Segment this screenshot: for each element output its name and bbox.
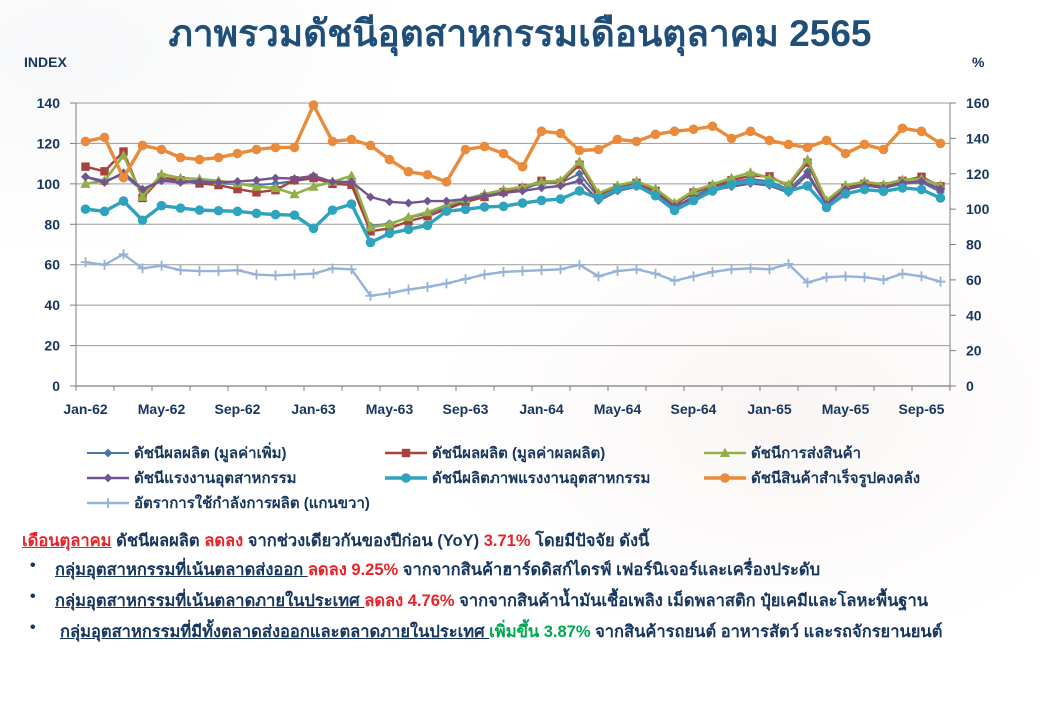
text-segment: จากสินค้ารถยนต์ อาหารสัตว์ และรถจักรยานย…: [590, 623, 943, 641]
legend-marker-orange-circle: [704, 473, 746, 483]
text-segment: ลดลง: [204, 532, 244, 550]
legend-marker-purple-diamond: [87, 473, 129, 483]
legend-marker-red-square: [385, 448, 427, 458]
svg-text:Jan-64: Jan-64: [519, 401, 564, 417]
legend-marker-green-triangle: [704, 447, 746, 458]
left-axis-title: INDEX: [24, 54, 67, 70]
svg-text:Jan-62: Jan-62: [63, 401, 108, 417]
commentary-bullet-export-market: กลุ่มอุตสาหกรรมที่เน้นตลาดส่งออก ลดลง 9.…: [55, 557, 820, 583]
text-segment: ลดลง 4.76%: [364, 592, 455, 610]
svg-text:80: 80: [966, 237, 982, 253]
bullet-dot: •: [30, 619, 36, 636]
text-segment: เพิ่มขึ้น 3.87%: [489, 623, 591, 641]
svg-text:40: 40: [44, 297, 60, 313]
text-segment: จากจากสินค้าน้ำมันเชื้อเพลิง เม็ดพลาสติก…: [454, 592, 929, 610]
svg-text:140: 140: [966, 130, 990, 146]
svg-text:Sep-62: Sep-62: [215, 401, 261, 417]
text-segment: กลุ่มอุตสาหกรรมที่มีทั้งตลาดส่งออกและตลา…: [60, 623, 490, 641]
svg-text:May-64: May-64: [594, 401, 642, 417]
svg-text:May-63: May-63: [366, 401, 414, 417]
svg-text:Jan-65: Jan-65: [747, 401, 792, 417]
legend-item: ดัชนีผลผลิต (มูลค่าเพิ่ม): [85, 441, 287, 462]
svg-text:0: 0: [52, 378, 60, 394]
svg-text:120: 120: [37, 135, 61, 151]
text-segment: จากช่วงเดียวกันของปีก่อน (YoY): [243, 532, 484, 550]
svg-text:40: 40: [966, 307, 982, 323]
svg-text:0: 0: [966, 378, 974, 394]
svg-text:May-62: May-62: [138, 401, 186, 417]
legend-label: ดัชนีผลผลิต (มูลค่าผลผลิต): [432, 445, 606, 462]
commentary-bullet-domestic-market: กลุ่มอุตสาหกรรมที่เน้นตลาดภายในประเทศ ลด…: [55, 588, 928, 614]
text-segment: จากจากสินค้าฮาร์ดดิสก์ไดรฟ์ เฟอร์นิเจอร์…: [398, 561, 821, 579]
chart-area: 0 20 40 60 80 100 120 140 0 20 40 60 80 100 120 140 160 J…: [37, 95, 990, 417]
right-axis-title: %: [972, 54, 985, 70]
page-title: ภาพรวมดัชนีอุตสาหกรรมเดือนตุลาคม 2565: [168, 13, 872, 54]
legend-label: ดัชนีสินค้าสำเร็จรูปคงคลัง: [751, 470, 921, 487]
legend-item: ดัชนีการส่งสินค้า: [702, 441, 862, 462]
text-segment: โดยมีปัจจัย ดังนี้: [530, 532, 650, 550]
legend-item: ดัชนีแรงงานอุตสาหกรรม: [85, 466, 297, 487]
svg-text:60: 60: [966, 272, 982, 288]
legend-label: ดัชนีการส่งสินค้า: [751, 445, 862, 462]
legend-marker-lightblue-plus: [87, 498, 129, 508]
text-segment: เดือนตุลาคม: [22, 532, 112, 550]
legend-item: ดัชนีสินค้าสำเร็จรูปคงคลัง: [702, 466, 921, 487]
legend-label: อัตราการใช้กำลังการผลิต (แกนขวา): [134, 495, 370, 512]
legend-marker-teal-circle: [385, 473, 427, 483]
svg-text:80: 80: [44, 216, 60, 232]
svg-text:100: 100: [966, 201, 990, 217]
series: [80, 100, 946, 187]
legend-item: ดัชนีผลิตภาพแรงงานอุตสาหกรรม: [383, 466, 651, 487]
svg-text:60: 60: [44, 257, 60, 273]
svg-text:Jan-63: Jan-63: [291, 401, 336, 417]
legend-label: ดัชนีผลผลิต (มูลค่าเพิ่ม): [134, 445, 287, 462]
svg-text:Sep-64: Sep-64: [671, 401, 717, 417]
legend-label: ดัชนีผลิตภาพแรงงานอุตสาหกรรม: [432, 470, 651, 487]
svg-text:Sep-65: Sep-65: [899, 401, 945, 417]
text-segment: ดัชนีผลผลิต: [111, 532, 205, 550]
legend-marker-blue-diamond: [87, 448, 129, 458]
svg-text:20: 20: [44, 338, 60, 354]
svg-text:100: 100: [37, 176, 61, 192]
chart-legend: ดัชนีผลผลิต (มูลค่าเพิ่ม) ดัชนีผลผลิต (ม…: [0, 0, 1040, 512]
text-segment: ลดลง 9.25%: [307, 561, 399, 579]
bullet-dot: •: [30, 557, 36, 574]
bullet-dot: •: [30, 588, 36, 605]
legend-item: ดัชนีผลผลิต (มูลค่าผลผลิต): [383, 441, 606, 462]
legend-item: อัตราการใช้กำลังการผลิต (แกนขวา): [85, 491, 370, 512]
svg-text:May-65: May-65: [822, 401, 870, 417]
svg-text:140: 140: [37, 95, 61, 111]
text-segment: กลุ่มอุตสาหกรรมที่เน้นตลาดภายในประเทศ: [55, 592, 365, 610]
series: [80, 249, 946, 301]
svg-text:Sep-63: Sep-63: [443, 401, 489, 417]
text-segment: กลุ่มอุตสาหกรรมที่เน้นตลาดส่งออก: [55, 561, 308, 579]
text-segment: 3.71%: [483, 532, 531, 550]
svg-text:120: 120: [966, 166, 990, 182]
commentary-bullet-both-markets: กลุ่มอุตสาหกรรมที่มีทั้งตลาดส่งออกและตลา…: [60, 619, 942, 645]
legend-label: ดัชนีแรงงานอุตสาหกรรม: [134, 470, 297, 487]
industrial-index-chart: 0 20 40 60 80 100 120 140 0 20 40 60 80 100 120 140 160 J…: [37, 95, 990, 417]
svg-text:160: 160: [966, 95, 990, 111]
commentary-headline: เดือนตุลาคม ดัชนีผลผลิต ลดลง จากช่วงเดีย…: [22, 528, 649, 554]
svg-text:20: 20: [966, 343, 982, 359]
series: [80, 176, 946, 248]
